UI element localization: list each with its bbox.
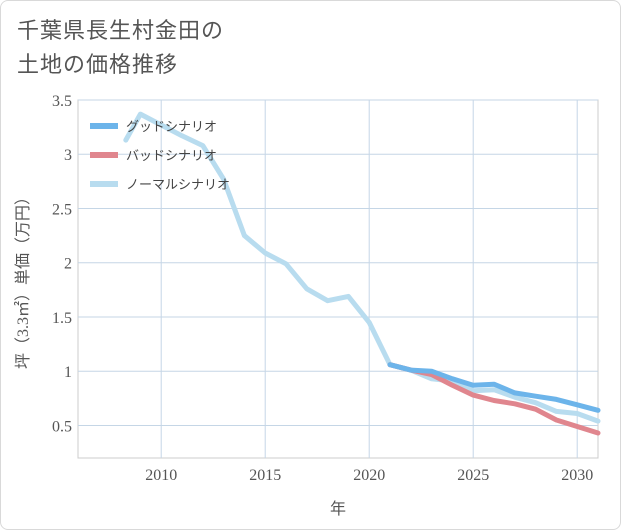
x-tick-label: 2025 — [457, 467, 489, 484]
y-tick-label: 3 — [64, 147, 72, 164]
y-tick-label: 3.5 — [52, 93, 72, 110]
y-tick-label: 2.5 — [52, 201, 72, 218]
x-tick-label: 2010 — [145, 467, 177, 484]
y-tick-label: 2 — [64, 256, 72, 273]
x-tick-label: 2030 — [561, 467, 593, 484]
series-line — [123, 111, 601, 424]
grid-lines — [78, 99, 598, 458]
legend-label: ノーマルシナリオ — [126, 177, 230, 192]
y-tick-label: 1 — [64, 364, 72, 381]
y-tick-label: 0.5 — [52, 418, 72, 435]
chart-title: 千葉県長生村金田の 土地の価格推移 — [17, 19, 225, 78]
x-tick-label: 2020 — [353, 467, 385, 484]
series-lines — [123, 111, 601, 436]
x-axis-label: 年 — [330, 500, 346, 518]
legend-label: グッドシナリオ — [126, 119, 217, 134]
series-line — [387, 362, 601, 413]
y-tick-label: 1.5 — [52, 310, 72, 327]
y-axis-label: 坪（3.3㎡）単価（万円） — [14, 189, 32, 369]
legend-label: バッドシナリオ — [126, 148, 217, 163]
x-tick-label: 2015 — [249, 467, 281, 484]
tick-labels: 2010 2015 2020 2025 2030 0.5 1 1.5 2 2.5 3 3.5 — [52, 93, 593, 484]
